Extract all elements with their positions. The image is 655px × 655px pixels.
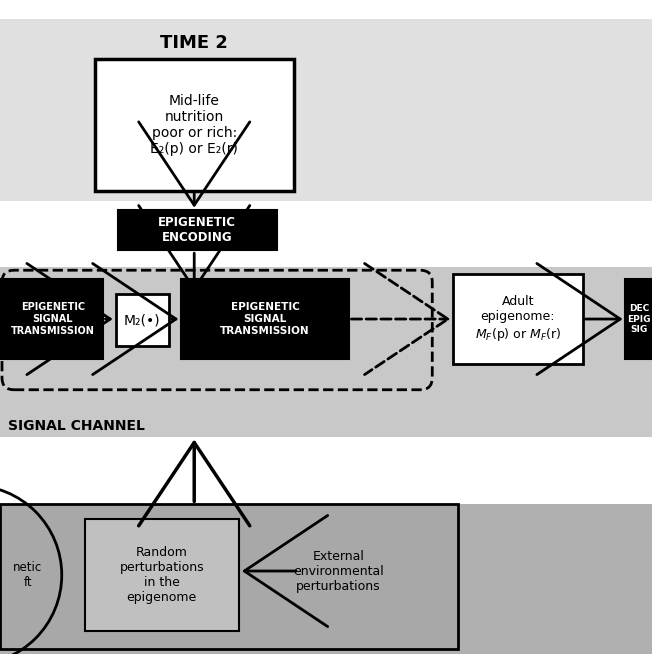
Text: SIGNAL CHANNEL: SIGNAL CHANNEL <box>8 419 145 432</box>
Bar <box>0 1 652 19</box>
Text: External
environmental
perturbations: External environmental perturbations <box>293 550 384 593</box>
Bar <box>84 519 239 631</box>
Text: netic
ft: netic ft <box>13 561 43 589</box>
Bar <box>0 437 652 504</box>
Text: Adult
epigenome:
$M_F$(p) or $M_F$(r): Adult epigenome: $M_F$(p) or $M_F$(r) <box>475 295 561 343</box>
Bar <box>626 279 655 359</box>
Text: DEC
EPIG
SIG: DEC EPIG SIG <box>627 304 651 334</box>
Bar <box>0 267 652 437</box>
Bar <box>453 274 583 364</box>
Bar <box>0 504 652 654</box>
Bar <box>94 59 294 191</box>
Bar <box>0 19 652 200</box>
Bar <box>0 504 458 648</box>
Text: M₂(•): M₂(•) <box>124 313 160 327</box>
Bar <box>117 210 277 250</box>
Bar <box>0 200 652 267</box>
Text: Mid-life
nutrition
poor or rich:
E₂(p) or E₂(r): Mid-life nutrition poor or rich: E₂(p) o… <box>150 94 238 156</box>
Bar <box>115 294 170 346</box>
Text: EPIGENETIC
SIGNAL
TRANSMISSION: EPIGENETIC SIGNAL TRANSMISSION <box>220 303 310 335</box>
Text: EPIGENETIC
ENCODING: EPIGENETIC ENCODING <box>159 216 236 244</box>
Bar <box>181 279 348 359</box>
Text: EPIGENETIC
SIGNAL
TRANSMISSION: EPIGENETIC SIGNAL TRANSMISSION <box>11 303 95 335</box>
Text: TIME 2: TIME 2 <box>160 34 228 52</box>
Bar <box>0 279 103 359</box>
Text: Random
perturbations
in the
epigenome: Random perturbations in the epigenome <box>120 546 204 604</box>
